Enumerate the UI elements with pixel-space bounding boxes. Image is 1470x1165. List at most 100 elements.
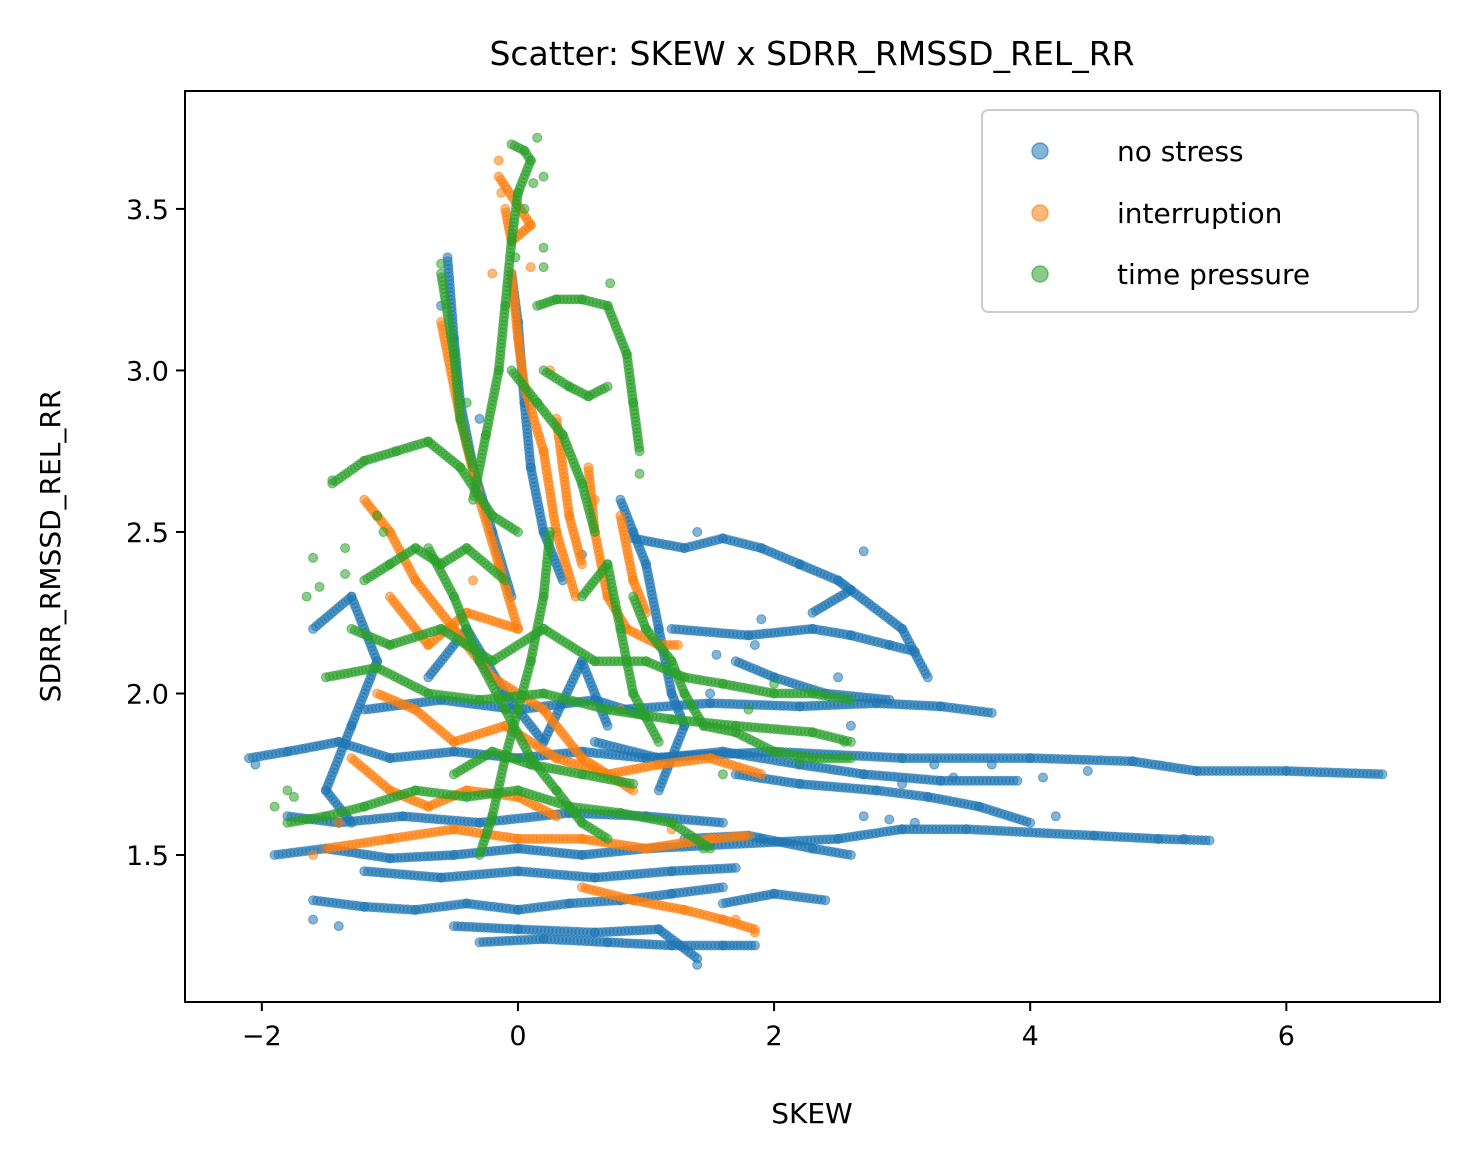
data-point-time-pressure	[845, 753, 856, 764]
data-point-no-stress	[705, 688, 716, 699]
data-point-interruption	[749, 927, 760, 938]
data-point-no-stress	[1082, 766, 1093, 776]
plot-area	[184, 90, 1441, 1003]
legend-marker-time-pressure	[1031, 265, 1049, 283]
data-point-no-stress	[474, 413, 485, 424]
data-point-interruption	[468, 575, 479, 586]
legend-label-interruption: interruption	[1117, 197, 1282, 230]
data-point-no-stress	[756, 833, 767, 844]
data-point-no-stress	[884, 814, 895, 825]
data-point-interruption	[487, 268, 498, 279]
data-point-interruption	[730, 914, 741, 925]
x-tick-label: 0	[509, 1021, 526, 1052]
data-point-no-stress	[820, 895, 831, 906]
data-point-time-pressure	[314, 581, 325, 592]
data-point-time-pressure	[839, 736, 850, 747]
data-point-no-stress	[250, 759, 261, 770]
legend-label-time-pressure: time pressure	[1117, 258, 1310, 291]
data-point-time-pressure	[634, 446, 645, 457]
data-point-time-pressure	[340, 543, 351, 554]
data-point-time-pressure	[468, 494, 479, 505]
data-point-no-stress	[717, 817, 728, 828]
legend-marker-interruption	[1031, 204, 1049, 222]
data-point-no-stress	[1012, 775, 1023, 786]
data-point-time-pressure	[340, 569, 351, 579]
data-point-no-stress	[833, 672, 844, 683]
data-point-time-pressure	[510, 252, 521, 263]
data-point-no-stress	[858, 546, 869, 557]
data-point-time-pressure	[653, 736, 664, 747]
data-point-time-pressure	[519, 203, 530, 214]
data-point-time-pressure	[589, 527, 600, 537]
y-tick-label: 3.0	[126, 356, 169, 387]
data-point-interruption	[496, 187, 507, 198]
data-point-no-stress	[756, 614, 767, 625]
data-point-no-stress	[602, 720, 613, 731]
data-point-interruption	[513, 623, 523, 634]
data-point-time-pressure	[628, 778, 639, 789]
data-point-time-pressure	[743, 704, 754, 715]
data-point-time-pressure	[436, 258, 447, 269]
data-point-time-pressure	[528, 178, 539, 189]
data-point-no-stress	[884, 694, 895, 705]
x-axis-label: SKEW	[771, 1097, 853, 1130]
data-point-time-pressure	[769, 678, 780, 689]
data-point-no-stress	[845, 850, 856, 860]
data-point-time-pressure	[327, 475, 338, 486]
data-point-time-pressure	[634, 468, 645, 479]
data-point-no-stress	[1377, 769, 1388, 780]
x-tick-label: 2	[765, 1021, 782, 1052]
data-point-no-stress	[1204, 835, 1215, 846]
data-point-no-stress	[653, 785, 664, 796]
data-point-time-pressure	[602, 381, 613, 392]
data-point-time-pressure	[845, 694, 856, 705]
data-point-time-pressure	[288, 791, 299, 802]
x-tick-label: 6	[1278, 1021, 1295, 1052]
y-axis-label: SDRR_RMSSD_REL_RR	[34, 390, 67, 703]
data-point-time-pressure	[717, 769, 728, 780]
data-point-interruption	[756, 769, 767, 780]
chart-title: Scatter: SKEW x SDRR_RMSSD_REL_RR	[489, 34, 1134, 73]
data-point-no-stress	[692, 527, 703, 537]
data-point-no-stress	[711, 649, 722, 660]
data-point-no-stress	[986, 707, 997, 718]
data-point-interruption	[551, 811, 562, 822]
data-point-time-pressure	[545, 527, 555, 537]
data-point-no-stress	[897, 778, 908, 789]
data-point-no-stress	[308, 914, 319, 925]
data-point-no-stress	[948, 772, 959, 783]
x-tick-label: −2	[242, 1021, 282, 1052]
data-point-no-stress	[333, 921, 344, 932]
x-tick-label: 4	[1022, 1021, 1039, 1052]
data-point-no-stress	[794, 559, 805, 570]
data-point-no-stress	[1050, 811, 1061, 822]
data-point-interruption	[493, 155, 504, 166]
data-point-no-stress	[922, 672, 933, 683]
y-tick-label: 3.5	[126, 195, 169, 226]
data-point-time-pressure	[500, 575, 511, 586]
data-point-no-stress	[909, 817, 920, 828]
data-point-no-stress	[749, 640, 760, 650]
data-point-time-pressure	[532, 132, 543, 143]
data-point-no-stress	[845, 720, 856, 731]
data-point-time-pressure	[301, 591, 312, 602]
y-tick-label: 2.5	[126, 518, 169, 549]
data-point-time-pressure	[605, 278, 616, 289]
data-point-no-stress	[1038, 772, 1048, 783]
data-point-no-stress	[1178, 833, 1189, 844]
data-point-interruption	[333, 817, 344, 828]
y-tick-label: 1.5	[126, 841, 169, 872]
data-point-time-pressure	[468, 462, 479, 473]
y-tick-label: 2.0	[126, 679, 169, 710]
data-point-interruption	[308, 850, 319, 860]
data-point-time-pressure	[538, 242, 549, 253]
data-point-time-pressure	[538, 171, 549, 182]
data-point-no-stress	[692, 959, 703, 970]
data-point-interruption	[525, 262, 536, 273]
data-point-interruption	[577, 559, 587, 570]
data-point-interruption	[673, 640, 683, 650]
data-point-interruption	[493, 171, 504, 182]
data-point-no-stress	[1025, 817, 1036, 828]
series-layer	[244, 132, 1388, 970]
